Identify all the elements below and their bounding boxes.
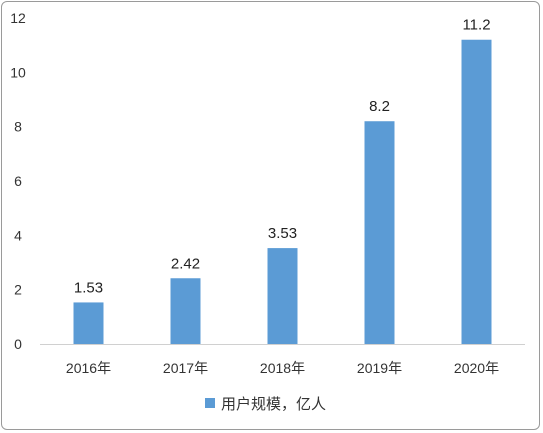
x-tick-label: 2019年 xyxy=(357,360,402,376)
y-tick-label: 2 xyxy=(14,282,22,298)
legend-swatch xyxy=(205,398,215,408)
data-label: 3.53 xyxy=(268,225,297,242)
data-labels: 1.53 2.42 3.53 8.2 11.2 xyxy=(74,17,491,297)
data-label: 1.53 xyxy=(74,279,103,296)
x-tick-label: 2018年 xyxy=(260,360,305,376)
y-axis-ticks: 0 2 4 6 8 10 12 xyxy=(10,10,26,352)
y-tick-label: 8 xyxy=(14,119,22,135)
bar-series xyxy=(73,39,492,344)
y-tick-label: 12 xyxy=(10,10,26,26)
bar xyxy=(364,121,395,344)
x-tick-label: 2017年 xyxy=(163,360,208,376)
legend-label: 用户规模，亿人 xyxy=(221,395,326,413)
data-label: 2.42 xyxy=(171,255,200,272)
bar xyxy=(73,302,104,344)
y-tick-label: 6 xyxy=(14,173,22,189)
bar xyxy=(267,248,298,344)
bar xyxy=(461,39,492,344)
y-tick-label: 10 xyxy=(10,64,26,80)
y-tick-label: 0 xyxy=(14,336,22,352)
x-tick-label: 2016年 xyxy=(66,360,111,376)
legend: 用户规模，亿人 xyxy=(205,395,326,413)
x-tick-label: 2020年 xyxy=(454,360,499,376)
data-label: 11.2 xyxy=(462,17,490,34)
y-tick-label: 4 xyxy=(14,227,22,243)
x-axis-ticks: 2016年 2017年 2018年 2019年 2020年 xyxy=(66,360,499,376)
bar xyxy=(170,278,201,344)
data-label: 8.2 xyxy=(369,98,390,115)
